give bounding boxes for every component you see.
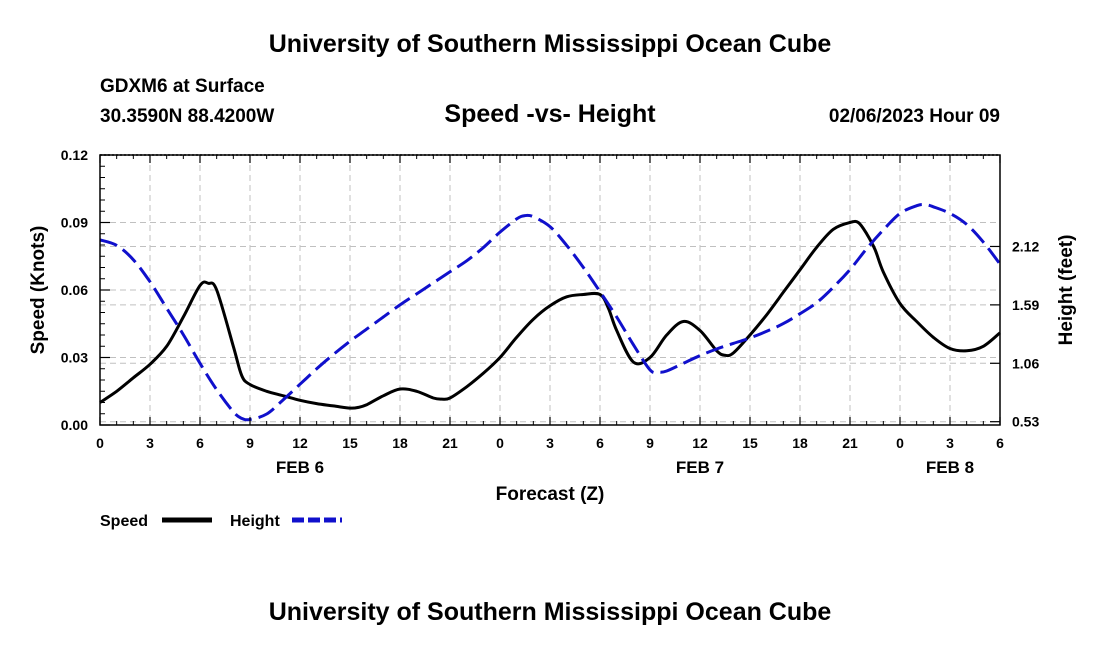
x-tick-label: 6: [596, 435, 604, 451]
chart-subtitle: Speed -vs- Height: [444, 100, 656, 128]
x-tick-label: 3: [146, 435, 154, 451]
legend-label-height: Height: [230, 513, 280, 530]
y2-tick-label: 0.53: [1012, 414, 1039, 430]
x-tick-label: 18: [392, 435, 408, 451]
series-line-height: [99, 202, 1002, 422]
x-tick-label: 3: [546, 435, 554, 451]
grid-layer: [100, 155, 1000, 425]
x-axis-title: Forecast (Z): [496, 484, 605, 505]
axes-layer: 0 3 6 9 12 15 18 21 0 3 6 9 12 15 18 21 0 3 6 FEB 6 FEB 7 FEB…: [61, 147, 1040, 477]
y2-tick-label: 2.12: [1012, 238, 1039, 254]
station-coordinates: 30.3590N 88.4200W: [100, 106, 275, 127]
y-tick-label: 0.03: [61, 350, 88, 366]
forecast-datetime: 02/06/2023 Hour 09: [828, 106, 1000, 127]
y-tick-label: 0.12: [61, 147, 88, 163]
x-tick-label: 21: [442, 435, 458, 451]
x-tick-label: 0: [496, 435, 504, 451]
y-tick-label: 0.06: [61, 282, 88, 298]
date-label: FEB 7: [676, 458, 724, 477]
date-label: FEB 6: [276, 458, 324, 477]
x-tick-label: 9: [646, 435, 654, 451]
y-tick-label: 0.00: [61, 417, 88, 433]
x-tick-label: 9: [246, 435, 254, 451]
x-tick-label: 6: [996, 435, 1004, 451]
y2-axis-title: Height (feet): [1056, 235, 1077, 346]
y2-tick-label: 1.06: [1012, 355, 1039, 371]
y2-tick-label: 1.59: [1012, 297, 1039, 313]
footer-title: University of Southern Mississippi Ocean…: [268, 598, 832, 626]
x-tick-label: 12: [692, 435, 708, 451]
x-tick-label: 6: [196, 435, 204, 451]
x-tick-label: 12: [292, 435, 308, 451]
x-tick-label: 15: [342, 435, 358, 451]
x-tick-label: 15: [742, 435, 758, 451]
x-tick-label: 18: [792, 435, 808, 451]
x-tick-label: 3: [946, 435, 954, 451]
date-label: FEB 8: [926, 458, 974, 477]
y-axis-title: Speed (Knots): [28, 226, 49, 355]
series-layer: [99, 202, 1002, 422]
x-tick-label: 21: [842, 435, 858, 451]
main-title: University of Southern Mississippi Ocean…: [268, 30, 832, 58]
station-name: GDXM6 at Surface: [100, 76, 265, 97]
x-tick-label: 0: [896, 435, 904, 451]
legend: Speed Height: [100, 513, 342, 530]
y-tick-label: 0.09: [61, 215, 88, 231]
legend-label-speed: Speed: [100, 513, 148, 530]
series-line-speed: [99, 219, 1001, 410]
x-tick-label: 0: [96, 435, 104, 451]
